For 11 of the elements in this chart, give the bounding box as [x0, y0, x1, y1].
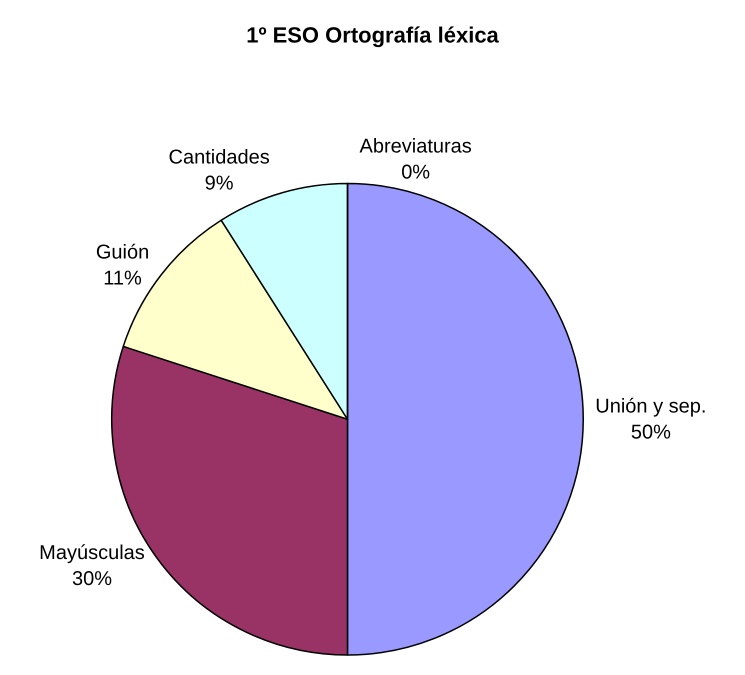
text: 0% [401, 162, 430, 184]
data-label: 11% [103, 268, 142, 290]
slice-label: Guión [96, 242, 150, 264]
slice-label: Cantidades [168, 146, 270, 169]
chart-title: 1º ESO Ortografía léxica [246, 22, 500, 48]
data-label: 9% [204, 172, 234, 195]
data-label: 30% [72, 568, 112, 590]
category-label: Abreviaturas [360, 136, 472, 158]
slice-label: Mayúsculas [39, 542, 145, 564]
data-label: 50% [630, 421, 672, 444]
slice-label: Unión y sep. [595, 395, 706, 418]
